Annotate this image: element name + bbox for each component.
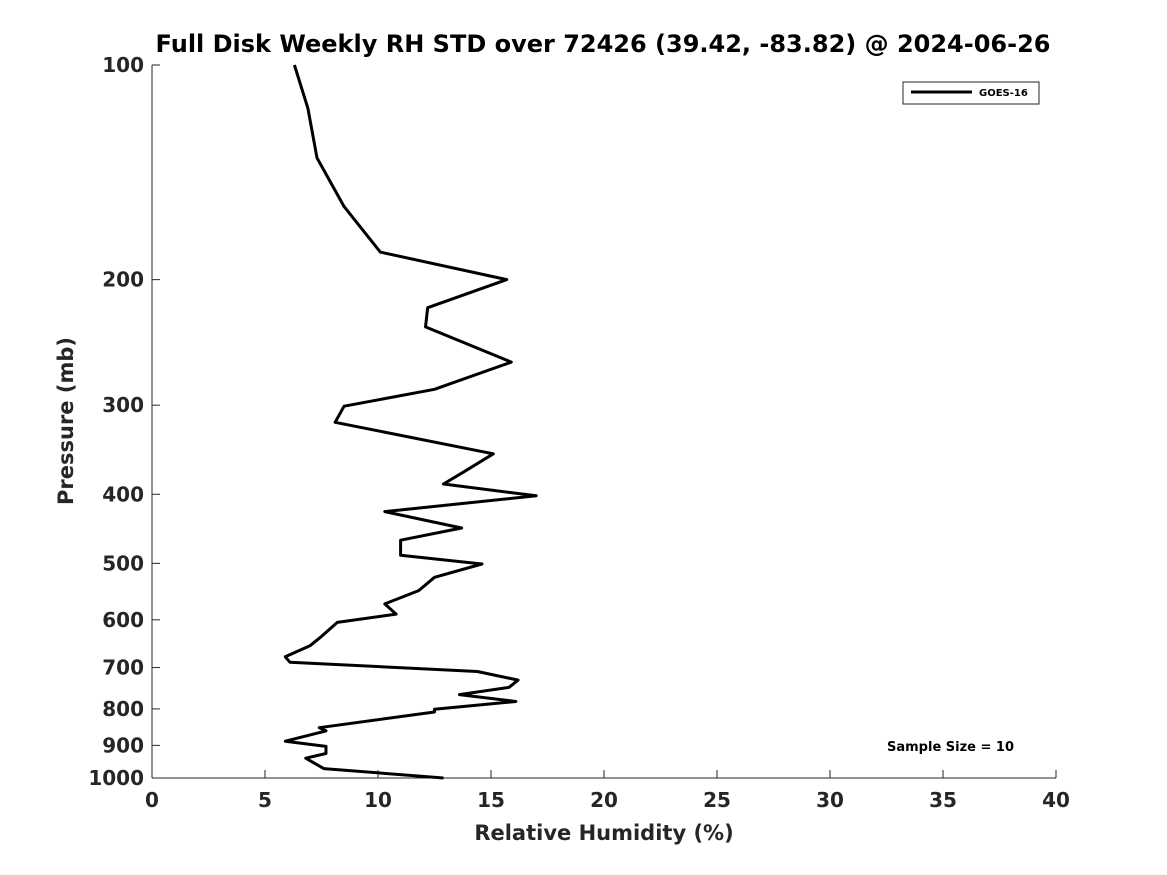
x-tick-label: 40 <box>1042 788 1070 812</box>
x-tick-label: 0 <box>145 788 159 812</box>
x-axis-ticks: 0 5 10 15 20 25 30 35 40 <box>145 770 1070 812</box>
y-tick-label: 600 <box>102 608 144 632</box>
y-tick-label: 100 <box>102 53 144 77</box>
series-layer <box>283 64 538 780</box>
x-tick-label: 25 <box>703 788 731 812</box>
y-tick-label: 200 <box>102 268 144 292</box>
y-tick-label: 500 <box>102 551 144 575</box>
x-tick-label: 20 <box>590 788 618 812</box>
y-tick-label: 900 <box>102 733 144 757</box>
x-tick-label: 30 <box>816 788 844 812</box>
y-tick-label: 1000 <box>88 766 144 790</box>
series-line-goes-16 <box>283 64 538 780</box>
x-tick-label: 10 <box>364 788 392 812</box>
y-axis-ticks: 100 200 300 400 500 600 700 800 900 1000 <box>88 53 160 790</box>
x-tick-label: 5 <box>258 788 272 812</box>
sample-size-annotation: Sample Size = 10 <box>887 740 1014 755</box>
legend: GOES-16 <box>902 81 1040 105</box>
chart-title: Full Disk Weekly RH STD over 72426 (39.4… <box>156 30 1051 58</box>
x-tick-label: 35 <box>929 788 957 812</box>
x-axis-label: Relative Humidity (%) <box>474 821 733 845</box>
x-tick-label: 15 <box>477 788 505 812</box>
y-tick-label: 300 <box>102 393 144 417</box>
y-tick-label: 800 <box>102 697 144 721</box>
legend-label: GOES-16 <box>979 88 1028 99</box>
y-tick-label: 400 <box>102 482 144 506</box>
y-tick-label: 700 <box>102 656 144 680</box>
y-axis-label: Pressure (mb) <box>54 337 78 505</box>
